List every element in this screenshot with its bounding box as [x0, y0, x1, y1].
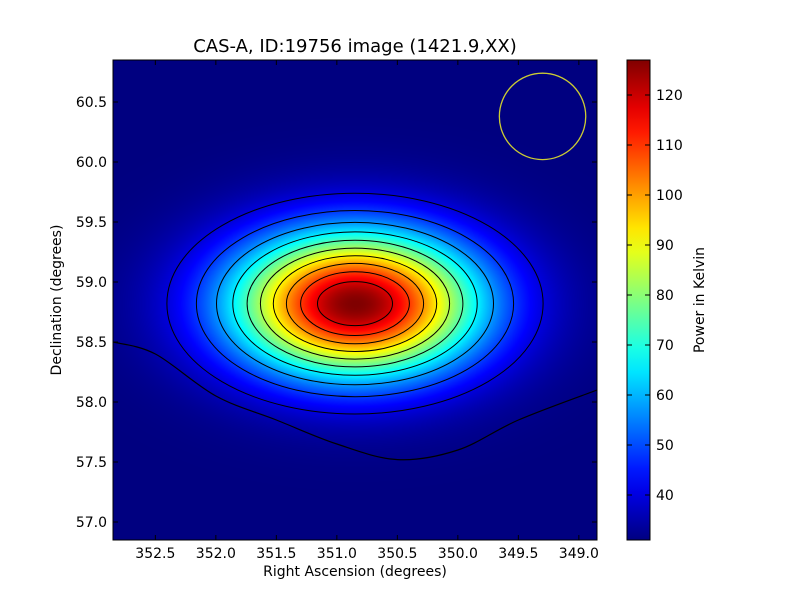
colorbar-tick-label: 100: [656, 188, 683, 204]
x-tick-label: 349.5: [498, 546, 538, 562]
x-tick-label: 352.0: [196, 546, 236, 562]
plot-frame: [112, 59, 598, 541]
x-tick-label: 352.5: [135, 546, 175, 562]
beam-circle: [498, 72, 587, 161]
contour-ring: [166, 192, 544, 415]
x-tick-label: 350.0: [438, 546, 478, 562]
colorbar-tick-label: 60: [656, 388, 674, 404]
colorbar-tick-label: 90: [656, 238, 674, 254]
y-tick-label: 57.5: [76, 455, 107, 471]
colorbar-tick-label: 110: [656, 138, 683, 154]
y-tick-label: 57.0: [76, 515, 107, 531]
y-tick-label: 60.0: [76, 155, 107, 171]
contour-ring: [300, 271, 410, 337]
y-tick-label: 58.5: [76, 335, 107, 351]
contour-lines: [166, 192, 544, 415]
contour-ring: [195, 210, 515, 398]
y-axis-ticks: 57.0 57.5 58.0 58.5 59.0 59.5 60.0 60.5: [76, 95, 597, 531]
contour-ring: [216, 221, 494, 386]
colorbar-tick-label: 70: [656, 338, 674, 354]
low-level-contour: [113, 341, 597, 461]
colorbar-tick-label: 40: [656, 488, 674, 504]
colorbar-tick-label: 50: [656, 438, 674, 454]
x-axis-label: Right Ascension (degrees): [263, 564, 447, 580]
y-tick-label: 58.0: [76, 395, 107, 411]
y-tick-label: 59.5: [76, 215, 107, 231]
y-tick-label: 59.0: [76, 275, 107, 291]
x-tick-label: 351.0: [317, 546, 357, 562]
chart-title: CAS-A, ID:19756 image (1421.9,XX): [193, 36, 517, 57]
colorbar-tick-label: 80: [656, 288, 674, 304]
x-tick-label: 350.5: [377, 546, 417, 562]
heatmap-image: [113, 60, 597, 540]
heatmap-area: [113, 60, 597, 540]
y-axis-label: Declination (degrees): [49, 225, 65, 376]
colorbar-ticks: 40 50 60 70 80 90 100 110 120: [627, 88, 683, 504]
x-axis-ticks: 352.5 352.0 351.5 351.0 350.5 350.0 349.5 349.0: [135, 60, 599, 562]
x-tick-label: 351.5: [256, 546, 296, 562]
x-tick-label: 349.0: [559, 546, 599, 562]
colorbar-tick-label: 120: [656, 88, 683, 104]
contour-ring: [259, 247, 451, 360]
contour-ring: [232, 231, 478, 376]
y-tick-label: 60.5: [76, 95, 107, 111]
colorbar: [626, 59, 651, 541]
colorbar-label: Power in Kelvin: [692, 247, 708, 353]
contour-ring: [272, 255, 438, 353]
contour-ring: [285, 262, 425, 345]
contour-ring: [317, 281, 393, 327]
contour-ring: [246, 239, 464, 368]
